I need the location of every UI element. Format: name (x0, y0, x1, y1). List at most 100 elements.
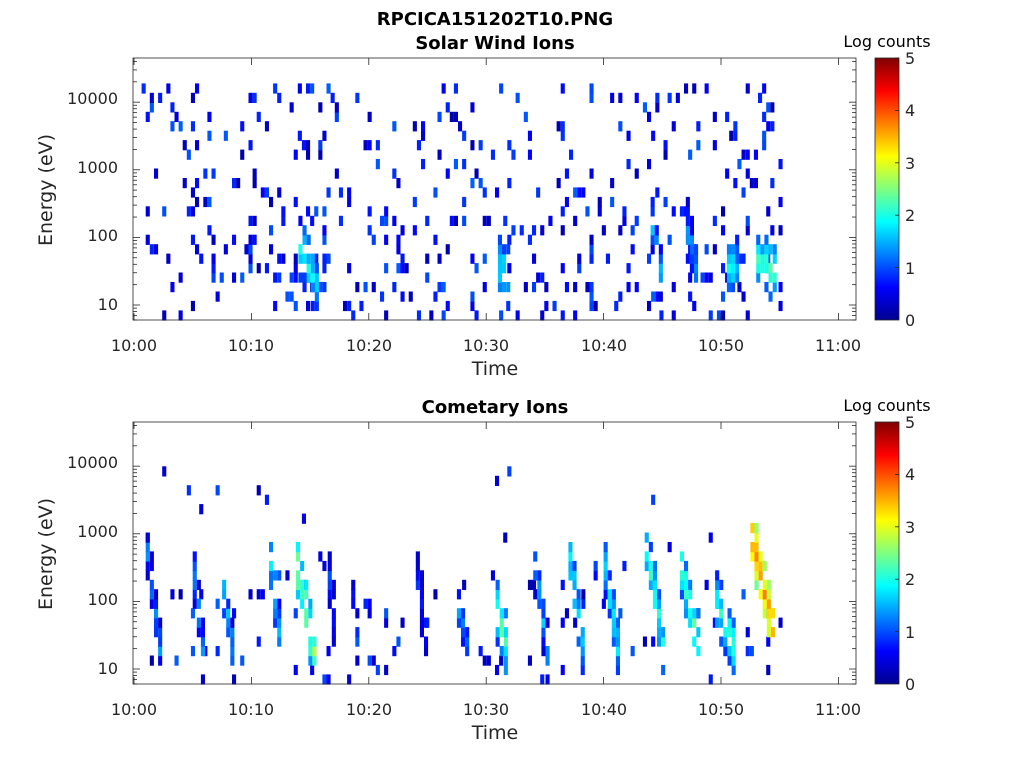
heatmap-cell (363, 598, 368, 609)
x-tick-labels: 10:00 10:10 10:20 10:30 10:40 10:50 11:0… (111, 336, 861, 355)
heatmap-cell (745, 149, 750, 160)
heatmap-cell (685, 234, 690, 245)
heatmap-cell (396, 244, 401, 255)
heatmap-cell (731, 664, 736, 676)
heatmap-cell (778, 159, 783, 170)
heatmap-cell (766, 102, 771, 113)
heatmap-cell (154, 608, 159, 619)
heatmap-cell (293, 664, 298, 676)
heatmap-cell (149, 589, 154, 600)
heatmap-cell (322, 206, 327, 217)
heatmap-cell (445, 168, 450, 179)
heatmap-cell (735, 253, 740, 264)
heatmap-cell (429, 310, 434, 321)
heatmap-cell (269, 196, 274, 208)
heatmap-cell (689, 225, 694, 236)
heatmap-cell (689, 234, 694, 245)
heatmap-cell (731, 263, 736, 274)
x-axis-label: Time (471, 358, 519, 380)
heatmap-cell (507, 178, 512, 189)
heatmap-cell (310, 215, 315, 226)
heatmap-cell (424, 646, 429, 657)
heatmap-cell (741, 149, 746, 160)
heatmap-cell (486, 215, 491, 226)
heatmap-cell (327, 570, 332, 581)
heatmap-cell (611, 617, 616, 628)
heatmap-cell (392, 282, 397, 293)
heatmap-cell (533, 589, 538, 600)
heatmap-cell (273, 608, 278, 619)
heatmap-cell (453, 83, 458, 94)
heatmap-cell (330, 92, 335, 103)
heatmap-cell (322, 282, 327, 293)
heatmap-cell (580, 627, 585, 638)
heatmap-cell (499, 646, 504, 657)
heatmap-cell (375, 140, 380, 151)
heatmap-cell (486, 655, 491, 666)
heatmap-cell (630, 244, 635, 255)
heatmap-cell (671, 121, 676, 132)
heatmap-cell (770, 225, 775, 236)
heatmap-cell (503, 664, 508, 676)
heatmap-cell (269, 244, 274, 255)
y-tick-label: 10 (98, 295, 118, 314)
heatmap-cell (331, 589, 336, 600)
heatmap-cell (190, 121, 195, 132)
heatmap-cell (754, 579, 759, 590)
heatmap-cell (527, 234, 532, 245)
heatmap-cell (419, 608, 424, 619)
heatmap-cell (655, 187, 660, 198)
heatmap-cell (166, 83, 171, 94)
heatmap-cell (688, 291, 693, 302)
heatmap-cell (331, 579, 336, 590)
heatmap-cell (367, 598, 372, 609)
heatmap-cell (650, 234, 655, 245)
heatmap-cell (650, 244, 655, 255)
heatmap-cell (415, 579, 420, 590)
heatmap-cell (652, 579, 657, 590)
heatmap-cell (396, 636, 401, 647)
heatmap-cell (415, 551, 420, 562)
heatmap-cell (560, 263, 565, 274)
heatmap-cell (572, 570, 577, 581)
heatmap-cell (281, 215, 286, 226)
heatmap-cell (651, 636, 656, 647)
heatmap-cell (766, 664, 771, 676)
heatmap-cell (392, 168, 397, 179)
heatmap-cell (618, 225, 623, 236)
axis-ticks (133, 58, 856, 321)
heatmap-cell (764, 234, 769, 245)
heatmap-cell (478, 646, 483, 657)
heatmap-cell (192, 598, 197, 609)
heatmap-cell (626, 282, 631, 293)
heatmap-cell (162, 466, 167, 477)
heatmap-cell (141, 83, 146, 94)
heatmap-cell (671, 206, 676, 217)
heatmap-cell (441, 282, 446, 293)
heatmap-cell (688, 589, 693, 600)
heatmap-cell (269, 225, 274, 236)
heatmap-cell (603, 542, 608, 553)
heatmap-cell (318, 282, 323, 293)
heatmap-cell (384, 215, 389, 226)
y-tick-label: 10 (98, 659, 118, 678)
heatmap-cell (766, 617, 771, 628)
heatmap-cell (297, 130, 302, 141)
heatmap-cell (456, 608, 461, 619)
heatmap-cell (541, 598, 546, 609)
heatmap-cell (371, 655, 376, 666)
heatmap-cell (232, 608, 237, 619)
heatmap-cell (507, 466, 512, 477)
heatmap-cell (322, 225, 327, 236)
heatmap-cell (461, 627, 466, 638)
heatmap-cell (603, 570, 608, 581)
heatmap-cell (203, 196, 208, 208)
heatmap-cell (568, 551, 573, 562)
heatmap-cell (252, 215, 257, 226)
heatmap-cell (659, 310, 664, 321)
heatmap-cell (293, 272, 298, 283)
heatmap-cell (154, 168, 159, 179)
heatmap-cell (597, 206, 602, 217)
heatmap-cell (727, 646, 732, 657)
heatmap-layer (145, 466, 783, 685)
